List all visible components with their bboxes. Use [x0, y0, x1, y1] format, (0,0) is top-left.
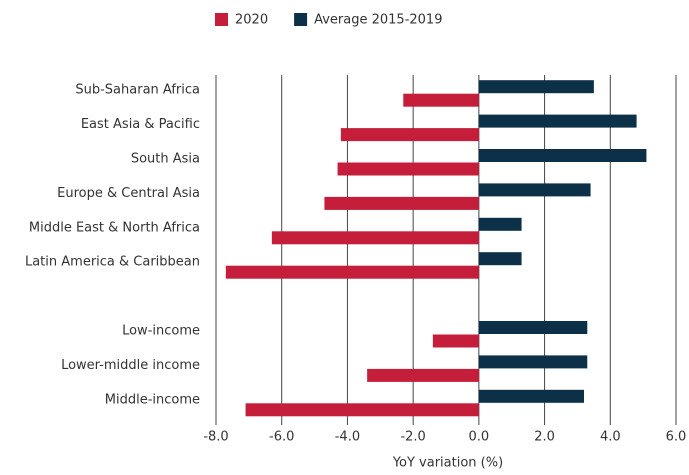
legend-swatch [215, 13, 228, 26]
bar [403, 93, 479, 107]
x-axis-label: YoY variation (%) [392, 456, 503, 471]
y-tick-label: Europe & Central Asia [57, 186, 200, 201]
legend-swatch [294, 13, 308, 26]
x-tick-label: -6.0 [269, 430, 294, 445]
y-tick-label: Low-income [122, 324, 200, 339]
y-tick-label: South Asia [131, 152, 200, 167]
x-tick-label: -2.0 [400, 430, 425, 445]
bar [478, 252, 522, 266]
y-tick-label: Lower-middle income [61, 358, 200, 373]
bar [245, 403, 479, 417]
y-tick-label: Middle East & North Africa [29, 220, 200, 235]
bar [478, 389, 584, 403]
legend-label: Average 2015-2019 [314, 13, 442, 28]
bar [225, 265, 479, 279]
bar [478, 355, 588, 369]
bar [478, 321, 588, 334]
x-tick-label: 4.0 [600, 430, 621, 445]
legend-label: 2020 [235, 13, 268, 28]
x-tick-label: -4.0 [335, 430, 360, 445]
y-tick-label: East Asia & Pacific [81, 117, 200, 132]
bar [367, 368, 479, 382]
x-tick-label: 0.0 [469, 430, 490, 445]
bar [478, 114, 637, 128]
bar [478, 149, 647, 162]
bar [271, 231, 479, 245]
bar [337, 162, 479, 176]
bar [340, 128, 479, 142]
bar [478, 183, 591, 197]
bar [478, 217, 522, 231]
bar [324, 196, 479, 210]
y-tick-label: Middle-income [105, 392, 200, 407]
y-tick-label: Latin America & Caribbean [25, 255, 200, 270]
x-tick-label: -8.0 [203, 430, 228, 445]
y-tick-label: Sub-Saharan Africa [75, 83, 200, 98]
x-tick-label: 6.0 [666, 430, 687, 445]
x-tick-label: 2.0 [534, 430, 555, 445]
bar [478, 80, 594, 94]
bar [432, 334, 479, 348]
